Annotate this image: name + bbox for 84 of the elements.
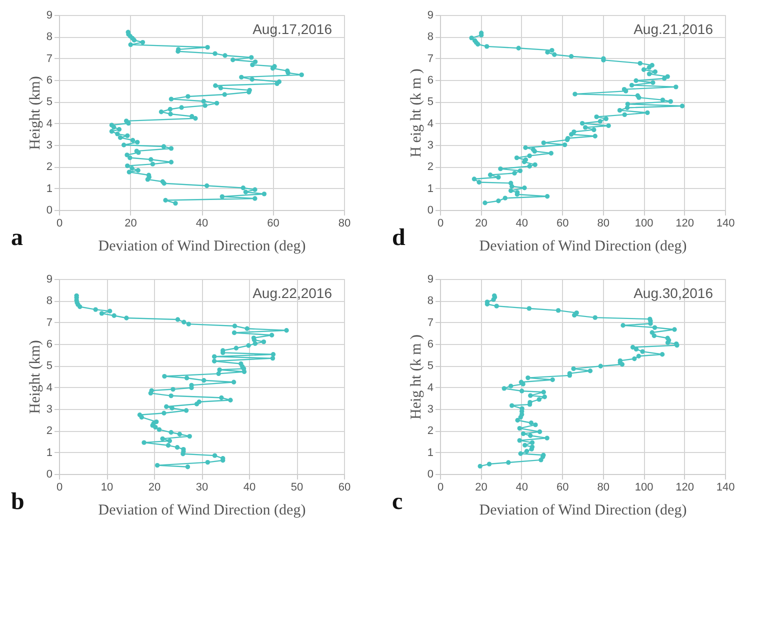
- x-axis-title: Deviation of Wind Direction (deg): [479, 238, 687, 254]
- y-tick-label: 9: [46, 10, 52, 22]
- text: d: [392, 225, 406, 251]
- y-axis-title: H eig ht (k m ): [408, 68, 424, 158]
- y-tick-label: 3: [427, 404, 434, 416]
- y-tick-label: 7: [46, 316, 52, 329]
- x-axis-title: Deviation of Wind Direction (deg): [98, 238, 306, 254]
- x-tick-label: 0: [56, 482, 63, 494]
- x-tick-label: 20: [148, 482, 161, 494]
- y-tick-label: 7: [427, 316, 434, 329]
- x-axis-title: Deviation of Wind Direction (deg): [479, 502, 687, 518]
- x-tick-label: 60: [556, 482, 569, 494]
- y-tick-label: 4: [46, 382, 52, 394]
- y-tick-label: 4: [427, 118, 434, 130]
- x-tick-label: 0: [437, 218, 444, 230]
- x-tick-label: 140: [716, 482, 735, 494]
- y-tick-label: 0: [427, 204, 434, 216]
- annotation: Aug.22,2016: [252, 285, 332, 301]
- y-tick-label: 0: [427, 468, 434, 480]
- y-axis-title: Height (km): [27, 340, 44, 414]
- text: b: [11, 489, 24, 515]
- x-tick-label: 100: [634, 218, 654, 230]
- y-tick-label: 7: [46, 52, 52, 65]
- annotation: Aug.30,2016: [634, 285, 714, 301]
- x-tick-label: 40: [243, 482, 256, 494]
- y-tick-label: 0: [46, 204, 52, 216]
- text: c: [392, 489, 403, 515]
- y-tick-label: 6: [46, 338, 52, 350]
- y-tick-label: 7: [427, 52, 434, 65]
- x-tick-label: 10: [100, 482, 114, 494]
- x-tick-label: 20: [475, 482, 488, 494]
- x-tick-label: 20: [475, 218, 488, 230]
- y-tick-label: 6: [427, 74, 434, 86]
- annotation: Aug.17,2016: [252, 21, 332, 37]
- y-tick-label: 5: [427, 360, 434, 372]
- y-tick-label: 2: [427, 425, 434, 438]
- y-tick-label: 1: [46, 446, 52, 459]
- y-tick-label: 5: [427, 96, 434, 108]
- x-tick-label: 120: [676, 218, 694, 230]
- y-tick-label: 8: [46, 31, 52, 44]
- x-tick-label: 40: [516, 482, 528, 494]
- x-tick-label: 60: [338, 482, 351, 494]
- y-tick-label: 8: [427, 295, 434, 308]
- y-tick-label: 5: [46, 96, 52, 108]
- y-tick-label: 3: [46, 404, 52, 416]
- y-tick-label: 3: [46, 140, 52, 152]
- x-tick-label: 100: [634, 482, 654, 494]
- y-tick-label: 6: [46, 74, 52, 86]
- x-tick-label: 0: [437, 482, 444, 494]
- y-tick-label: 2: [46, 161, 52, 174]
- x-tick-label: 50: [290, 482, 304, 494]
- y-axis-title: Height (km): [27, 76, 44, 150]
- x-tick-label: 60: [556, 218, 569, 230]
- x-tick-label: 80: [597, 482, 610, 494]
- y-tick-label: 1: [427, 182, 434, 195]
- y-tick-label: 4: [46, 118, 52, 130]
- x-tick-label: 120: [676, 482, 694, 494]
- x-tick-label: 140: [716, 218, 735, 230]
- y-tick-label: 5: [46, 360, 52, 372]
- x-tick-label: 30: [196, 482, 208, 494]
- y-tick-label: 9: [46, 274, 52, 286]
- y-tick-label: 8: [427, 31, 434, 44]
- x-tick-label: 60: [267, 218, 280, 230]
- x-tick-label: 40: [196, 218, 208, 230]
- y-tick-label: 4: [427, 382, 434, 394]
- y-tick-label: 9: [427, 10, 434, 22]
- x-tick-label: 20: [124, 218, 137, 230]
- y-tick-label: 9: [427, 274, 434, 286]
- x-tick-label: 0: [56, 218, 63, 230]
- y-tick-label: 1: [427, 446, 434, 459]
- text: a: [11, 225, 23, 251]
- y-tick-label: 8: [46, 295, 52, 308]
- y-tick-label: 3: [427, 140, 434, 152]
- y-axis-title: Heig ht (k m ): [408, 334, 424, 420]
- x-axis-title: Deviation of Wind Direction (deg): [98, 502, 306, 518]
- y-tick-label: 6: [427, 338, 434, 350]
- x-tick-label: 80: [597, 218, 610, 230]
- x-tick-label: 80: [338, 218, 351, 230]
- x-tick-label: 40: [516, 218, 528, 230]
- y-tick-label: 2: [46, 425, 52, 438]
- y-tick-label: 1: [46, 182, 52, 195]
- y-tick-label: 0: [46, 468, 52, 480]
- annotation: Aug.21,2016: [634, 21, 714, 37]
- y-tick-label: 2: [427, 161, 434, 174]
